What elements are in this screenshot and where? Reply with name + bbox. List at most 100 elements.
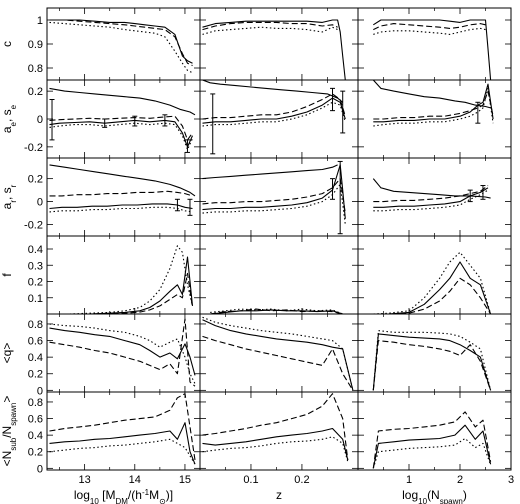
y-tick-label: 1 (37, 15, 43, 27)
x-tick-label: 3 (508, 474, 514, 486)
panel-f-nspawn (357, 235, 512, 315)
series-line-solid (49, 327, 196, 376)
x-axis-label-z: z (276, 488, 282, 502)
panel-nsub-mass (46, 391, 201, 471)
series-line-solid (202, 19, 346, 80)
panel-series-ar-nspawn (372, 178, 491, 212)
x-tick-label: 14 (129, 474, 141, 486)
series-line-dotted (372, 437, 492, 469)
panel-series-ae-mass (49, 87, 196, 153)
series-line-dotted (202, 26, 338, 35)
series-line-solid (202, 427, 349, 461)
y-tick-label: 0.4 (28, 352, 43, 364)
axis-labels: 0.8 0.9 1 -0.2 0 0.2 -0.2 0 0.2 0.1 0.2 0.3 0.4 0 0.2 0… (0, 15, 514, 504)
panel-series-c-mass (49, 19, 193, 74)
y-tick-label: 0 (37, 463, 43, 475)
series-line-dotted (49, 122, 194, 151)
series-line-solid (373, 19, 492, 80)
series-line-dotted (373, 87, 494, 127)
y-tick-label: 0.3 (28, 260, 43, 272)
y-tick-label: 0.8 (28, 397, 43, 409)
y-axis-label-f: f (0, 273, 14, 277)
panel-series-ae-nspawn (372, 80, 494, 127)
x-tick-label: 13 (78, 474, 90, 486)
series-line-dashed (373, 23, 486, 31)
y-tick-label: 0.2 (28, 447, 43, 459)
panel-frame (199, 235, 359, 315)
x-tick-label: 1 (406, 474, 412, 486)
panel-series-nsub-mass (49, 393, 196, 465)
series-line-solid (202, 319, 354, 391)
series-line-solid (202, 164, 338, 180)
series-line-solid (372, 80, 491, 109)
panel-series-q-z (202, 316, 354, 391)
panel-series-q-nspawn (372, 330, 492, 391)
series-line-dotted (202, 183, 346, 225)
panel-series-ar-mass (49, 164, 196, 216)
panel-c-mass (46, 7, 201, 81)
y-tick-label: -0.2 (24, 220, 43, 232)
x-axis-label-mass: log10 [MDM/(h-1M⊙)] (74, 488, 173, 504)
y-tick-label: 0.6 (28, 414, 43, 426)
y-axis-label-ar: ar, sr (0, 184, 18, 209)
panel-frame (46, 157, 201, 237)
y-tick-label: 0.6 (28, 336, 43, 348)
series-line-solid (202, 80, 344, 103)
x-tick-label: 2 (457, 474, 463, 486)
y-axis-label-ae: ae, se (0, 104, 18, 133)
y-tick-label: 0.2 (28, 369, 43, 381)
series-line-solid (49, 19, 193, 64)
panel-series-f-nspawn (373, 251, 492, 314)
series-line-dotted (373, 27, 486, 35)
series-line-solid (49, 164, 196, 197)
y-axis-label-q: <q> (0, 343, 14, 364)
series-line-dashed (49, 393, 196, 461)
y-tick-label: 0.9 (28, 39, 43, 51)
series-line-dashed (373, 277, 492, 314)
panel-c-z (199, 7, 359, 81)
y-tick-label: 0.8 (28, 319, 43, 331)
y-tick-label: 0.4 (28, 430, 43, 442)
series-line-dashed (49, 318, 196, 387)
series-line-dashed (49, 272, 194, 314)
series-line-dashed (373, 90, 494, 120)
series-line-dashed (49, 19, 193, 67)
y-tick-label: 0.2 (28, 174, 43, 186)
y-axis-label-nsub: <Nsub/Nspawn> (0, 396, 18, 467)
series-line-dotted (49, 438, 196, 465)
series-line-dashed (202, 335, 354, 391)
panel-frame (46, 391, 201, 471)
panel-frame (199, 7, 359, 81)
series-line-dashed (202, 93, 346, 120)
panel-series-c-nspawn (373, 19, 492, 80)
y-axis-label-c: c (0, 41, 14, 47)
series-line-dotted (372, 330, 492, 391)
panel-frame (46, 7, 201, 81)
series-line-solid (49, 422, 196, 465)
y-tick-label: 0 (37, 197, 43, 209)
series-line-dashed (49, 115, 193, 141)
series-line-dotted (49, 323, 196, 384)
series-line-solid (372, 178, 491, 199)
series-line-dotted (49, 245, 194, 314)
series-line-solid (373, 261, 492, 314)
panel-frame (199, 157, 359, 237)
series-line-solid (49, 203, 193, 210)
series-line-dotted (373, 251, 492, 314)
series-line-solid (372, 424, 492, 469)
panel-frame (46, 235, 201, 315)
series-line-dashed (210, 308, 343, 314)
panel-f-mass (46, 235, 201, 315)
y-tick-label: 0.8 (28, 63, 43, 75)
panel-nsub-nspawn (357, 391, 512, 471)
series-line-dotted (202, 101, 346, 127)
series-line-solid (202, 97, 346, 124)
panel-series-f-z (210, 308, 343, 314)
series-line-dashed (202, 178, 346, 214)
series-line-dotted (373, 189, 489, 212)
series-line-dotted (49, 21, 193, 74)
series-line-solid (49, 87, 196, 116)
series-line-solid (49, 119, 194, 148)
series-line-dotted (202, 436, 349, 462)
